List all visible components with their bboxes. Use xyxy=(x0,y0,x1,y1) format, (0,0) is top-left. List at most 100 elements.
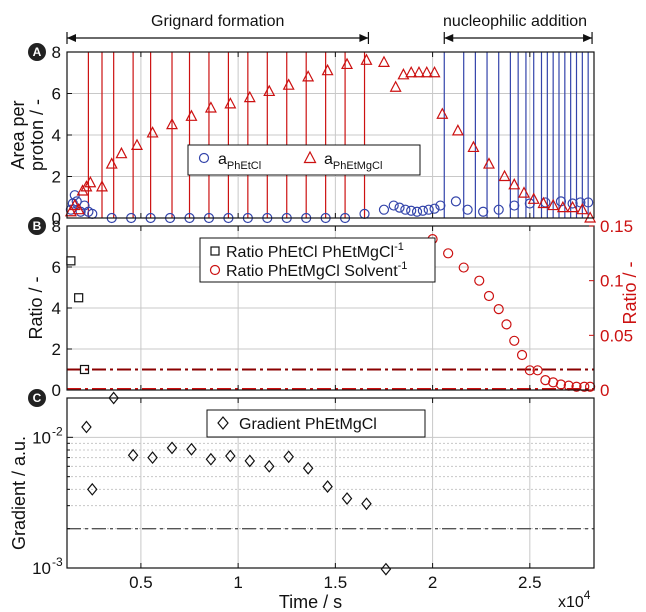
c-series0-point-11 xyxy=(283,450,294,464)
legend-label-ratio-solvent-base: Ratio PhEtMgCl Solvent xyxy=(226,263,398,280)
grignard-arrow-right-head xyxy=(359,34,369,42)
x-axis-exponent-base: x10 xyxy=(558,594,584,611)
a-series1-point-7 xyxy=(105,157,118,169)
a-series0-point-23 xyxy=(388,200,399,211)
a-series1-point-39 xyxy=(556,200,569,213)
b-ytick-left-label-4: 8 xyxy=(52,217,61,236)
c-series0-point-5 xyxy=(166,441,178,455)
panel-b-ylabel-left: Ratio / - xyxy=(26,276,46,339)
a-series1-point-42 xyxy=(584,211,597,223)
a-series1-point-5 xyxy=(84,175,97,188)
b-series1-point-3 xyxy=(474,275,485,286)
a-series0-point-36 xyxy=(509,200,520,211)
b-series1-point-13 xyxy=(555,379,567,390)
legend-label-phetmgcl-sub: PhEtMgCl xyxy=(333,160,383,172)
c-series0-point-10 xyxy=(263,459,275,473)
panel-c-ticks: 10-210-3 xyxy=(32,398,531,578)
a-series1-point-32 xyxy=(482,157,495,169)
a-series1-point-11 xyxy=(166,117,179,130)
a-series1-point-35 xyxy=(517,186,530,198)
a-series1-point-2 xyxy=(72,202,85,215)
panel-c: 10-210-3 Gradient / a.u. C Gradient PhEt… xyxy=(9,389,595,578)
c-series0-point-1 xyxy=(87,482,98,496)
a-series1-point-12 xyxy=(185,109,198,121)
b-ytick-left-label-2: 4 xyxy=(52,299,61,318)
a-series1-point-37 xyxy=(537,196,550,209)
c-series0-point-13 xyxy=(322,480,333,494)
legend-label-ratio-solvent: Ratio PhEtMgCl Solvent-1 xyxy=(226,260,407,280)
nucleophilic-label: nucleophilic addition xyxy=(443,13,587,30)
panel-b-badge: B xyxy=(28,217,46,235)
a-series1-point-40 xyxy=(566,200,579,213)
c-series0-point-12 xyxy=(302,461,314,475)
c-series0-point-14 xyxy=(341,492,353,506)
x-tick-label-2: 1.5 xyxy=(324,573,348,592)
panel-b-badge-letter: B xyxy=(33,219,42,233)
b-series1-point-16 xyxy=(579,381,590,392)
c-series0-point-6 xyxy=(186,442,197,456)
b-ytick-left-label-0: 0 xyxy=(52,381,61,400)
legend-marker-phetcl xyxy=(198,152,210,164)
b-series1-point-5 xyxy=(493,303,504,315)
a-series1-point-36 xyxy=(527,192,540,204)
a-series1-point-25 xyxy=(405,65,418,78)
b-series1-point-4 xyxy=(483,290,495,302)
c-series0-point-0 xyxy=(81,420,92,434)
a-ytick-label-2: 4 xyxy=(52,126,61,145)
panel-c-badge-letter: C xyxy=(33,391,42,405)
a-series1-point-14 xyxy=(224,97,237,109)
x-axis-exponent-power: 4 xyxy=(584,588,591,602)
legend-marker-ratio-phetcl xyxy=(210,246,220,256)
b-series1-point-9 xyxy=(524,365,535,376)
panel-c-badge-circle xyxy=(28,389,46,407)
b-series0-point-0 xyxy=(66,256,76,266)
c-ytick-label-exp-0: -2 xyxy=(52,424,63,438)
a-series1-point-17 xyxy=(282,78,295,90)
b-series1-point-7 xyxy=(509,335,520,346)
legend-label-ratio-phetcl-sup: -1 xyxy=(394,241,404,253)
c-series0-point-2 xyxy=(108,391,119,405)
c-ytick-label-exp-1: -3 xyxy=(52,555,63,569)
panel-b-ticks: 0 2 4 6 8 0 0.05 0.1 0.15 xyxy=(52,217,634,400)
panel-b-badge-circle xyxy=(28,217,46,235)
legend-marker-gradient xyxy=(217,416,229,430)
b-series1-point-12 xyxy=(548,377,559,388)
a-series1-point-18 xyxy=(302,70,315,82)
a-series1-point-1 xyxy=(68,198,81,211)
b-series1-point-8 xyxy=(516,349,528,361)
a-series0-point-31 xyxy=(435,200,446,211)
a-series1-point-13 xyxy=(204,101,217,113)
b-ytick-left-label-3: 6 xyxy=(52,258,61,277)
a-series0-point-3 xyxy=(71,196,82,207)
panel-b-legend-box xyxy=(199,237,436,283)
a-series1-point-22 xyxy=(377,55,390,67)
a-series1-point-6 xyxy=(96,180,108,192)
panel-c-legend-box xyxy=(206,409,426,438)
panel-c-marks xyxy=(67,391,594,576)
panel-a-grid xyxy=(67,52,594,218)
b-ytick-right-label-3: 0.15 xyxy=(600,217,633,236)
a-series1-point-29 xyxy=(436,107,449,119)
panel-a-badge: A xyxy=(28,43,46,61)
legend-label-phetmgcl: aPhEtMgCl xyxy=(324,151,382,172)
panel-a-ticks: 0 2 4 6 8 xyxy=(52,43,531,228)
b-series1-point-10 xyxy=(532,365,543,376)
panel-c-ylabel: Gradient / a.u. xyxy=(9,436,29,550)
c-series0-point-15 xyxy=(361,497,372,511)
a-series1-point-16 xyxy=(263,84,276,97)
c-series0-point-9 xyxy=(244,454,256,468)
a-ytick-label-1: 2 xyxy=(52,168,61,187)
a-series0-point-22 xyxy=(378,204,390,215)
a-series0-point-40 xyxy=(567,198,578,209)
a-series1-point-28 xyxy=(428,65,441,78)
nucleophilic-arrow-left-head xyxy=(444,34,454,42)
legend-label-phetcl: aPhEtCl xyxy=(218,151,261,172)
a-series1-point-31 xyxy=(467,140,480,153)
a-series1-point-9 xyxy=(131,138,144,150)
x-axis-exponent: x104 xyxy=(558,588,591,611)
a-series1-point-41 xyxy=(576,202,589,215)
legend-label-ratio-phetcl-base: Ratio PhEtCl PhEtMgCl xyxy=(226,244,394,261)
a-series1-point-19 xyxy=(321,63,334,76)
